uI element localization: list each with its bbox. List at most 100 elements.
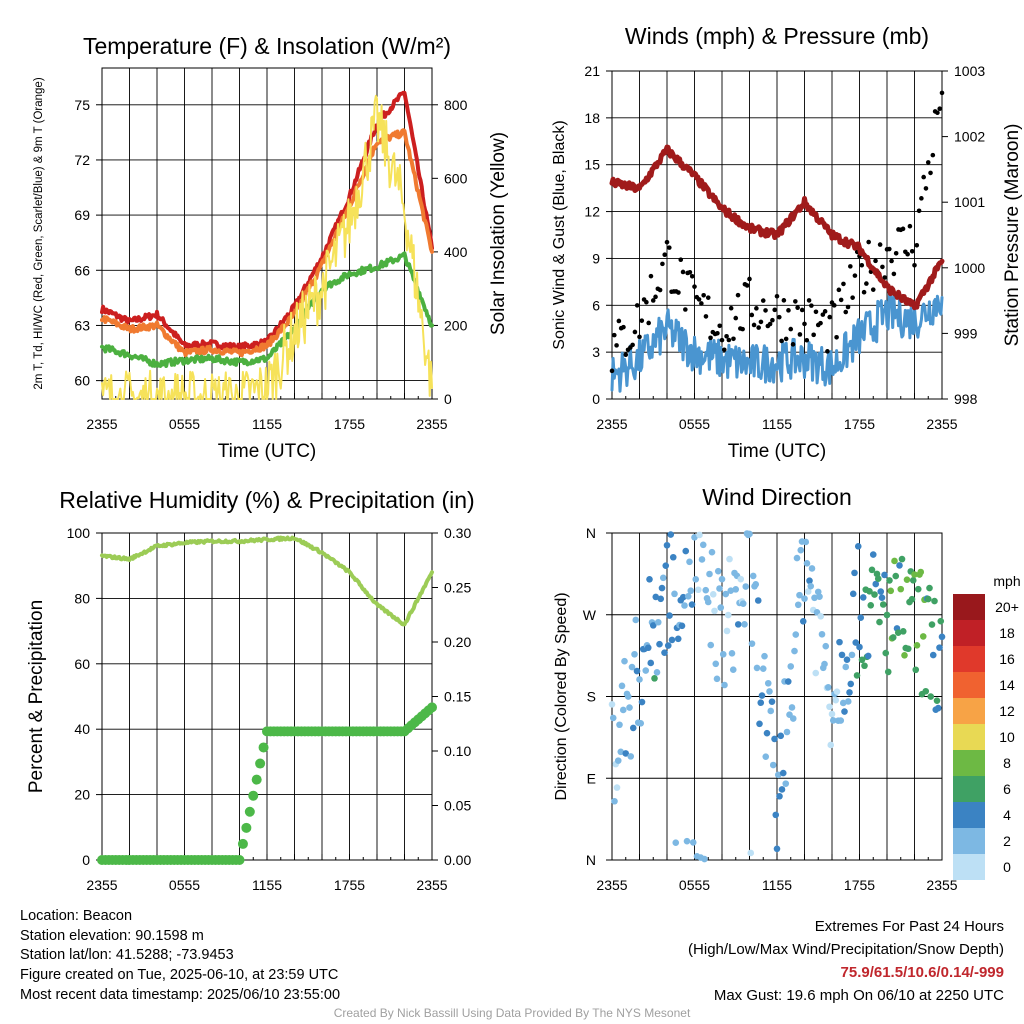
direction-point bbox=[877, 588, 885, 595]
direction-point bbox=[649, 622, 657, 629]
pressure-line bbox=[609, 144, 945, 311]
dewpoint-line bbox=[100, 251, 434, 368]
y-right-tick-label: 600 bbox=[444, 170, 468, 186]
gust-point bbox=[930, 152, 936, 158]
direction-point bbox=[772, 811, 780, 819]
y-tick-label: 3 bbox=[592, 344, 600, 360]
gust-point bbox=[662, 252, 668, 258]
direction-point bbox=[667, 531, 675, 538]
gust-point bbox=[831, 303, 837, 308]
direction-point bbox=[666, 612, 673, 619]
direction-point bbox=[741, 620, 748, 628]
speed-scale-label: 4 bbox=[1003, 807, 1011, 823]
gust-point bbox=[935, 110, 940, 116]
direction-point bbox=[747, 849, 755, 857]
direction-point bbox=[803, 560, 811, 567]
gust-point bbox=[749, 312, 755, 318]
gust-point bbox=[735, 292, 741, 298]
gust-point bbox=[733, 315, 739, 321]
gust-point bbox=[744, 283, 750, 288]
direction-point bbox=[936, 644, 943, 651]
direction-point bbox=[856, 643, 863, 651]
y-tick-label: 9 bbox=[592, 250, 600, 266]
direction-point bbox=[931, 597, 938, 605]
direction-point bbox=[799, 617, 807, 625]
y-tick-label: 72 bbox=[74, 152, 90, 168]
direction-point bbox=[664, 642, 672, 649]
x-tick-label: 2355 bbox=[86, 877, 117, 893]
x-tick-label: 0555 bbox=[169, 416, 200, 432]
direction-point bbox=[938, 633, 946, 641]
direction-point bbox=[778, 786, 786, 793]
direction-point bbox=[896, 562, 903, 569]
direction-point bbox=[688, 601, 696, 608]
direction-point bbox=[901, 652, 908, 659]
gust-point bbox=[820, 312, 826, 317]
y-right-tick-label: 1000 bbox=[954, 260, 985, 276]
x-tick-label: 0555 bbox=[679, 877, 710, 893]
gust-point bbox=[724, 333, 729, 339]
direction-point bbox=[652, 593, 660, 601]
y-tick-label: 12 bbox=[584, 204, 600, 220]
gust-point bbox=[632, 329, 638, 335]
direction-point bbox=[892, 572, 900, 580]
direction-point bbox=[857, 614, 865, 622]
direction-point bbox=[926, 584, 933, 592]
direction-point bbox=[934, 704, 942, 712]
direction-point bbox=[633, 667, 641, 675]
credit-text: Created By Nick Bassill Using Data Provi… bbox=[333, 1006, 691, 1020]
gust-point bbox=[809, 303, 814, 308]
x-tick-label: 1155 bbox=[762, 416, 792, 432]
direction-point bbox=[678, 622, 686, 630]
gust-point bbox=[891, 271, 897, 277]
direction-point bbox=[609, 714, 617, 722]
gust-point bbox=[683, 307, 688, 312]
direction-point bbox=[668, 636, 676, 644]
direction-point bbox=[792, 631, 800, 638]
direction-point bbox=[626, 704, 633, 711]
gust-point bbox=[822, 309, 828, 314]
y-right-tick-label: 0 bbox=[444, 391, 452, 407]
speed-scale-swatch bbox=[953, 672, 985, 698]
speed-scale-label: 12 bbox=[999, 703, 1015, 719]
x-tick-label: 0555 bbox=[169, 877, 200, 893]
y-tick-label: W bbox=[583, 607, 597, 623]
direction-point bbox=[614, 757, 622, 764]
direction-point bbox=[694, 586, 702, 594]
direction-point bbox=[692, 576, 700, 583]
x-axis-label: Time (UTC) bbox=[218, 441, 317, 462]
y-right-tick-label: 0.10 bbox=[444, 743, 471, 759]
gust-point bbox=[650, 298, 656, 303]
direction-point bbox=[746, 530, 753, 538]
direction-point bbox=[811, 594, 818, 602]
direction-point bbox=[879, 601, 887, 608]
direction-point bbox=[868, 566, 876, 574]
y-right-tick-label: 0.15 bbox=[444, 689, 471, 705]
precip-point bbox=[234, 855, 245, 865]
direction-point bbox=[699, 541, 707, 549]
speed-scale-label: 8 bbox=[1003, 755, 1011, 771]
direction-point bbox=[756, 720, 763, 728]
wind-line bbox=[610, 292, 944, 393]
gust-point bbox=[621, 324, 626, 330]
direction-point bbox=[837, 717, 845, 724]
direction-point bbox=[764, 679, 772, 687]
speed-scale-title: mph bbox=[993, 573, 1020, 589]
precip-point bbox=[258, 742, 269, 753]
direction-point bbox=[851, 569, 858, 577]
gust-point bbox=[653, 294, 658, 300]
direction-point bbox=[636, 676, 643, 683]
direction-point bbox=[753, 664, 761, 672]
gust-point bbox=[751, 322, 757, 328]
direction-point bbox=[817, 613, 825, 620]
x-tick-label: 1155 bbox=[252, 416, 282, 432]
gust-point bbox=[914, 242, 920, 248]
direction-point bbox=[928, 621, 936, 628]
direction-point bbox=[632, 616, 640, 624]
gust-point bbox=[623, 352, 629, 358]
y-tick-label: S bbox=[587, 689, 596, 705]
direction-point bbox=[794, 601, 802, 609]
direction-point bbox=[691, 533, 698, 541]
gust-point bbox=[728, 305, 734, 311]
